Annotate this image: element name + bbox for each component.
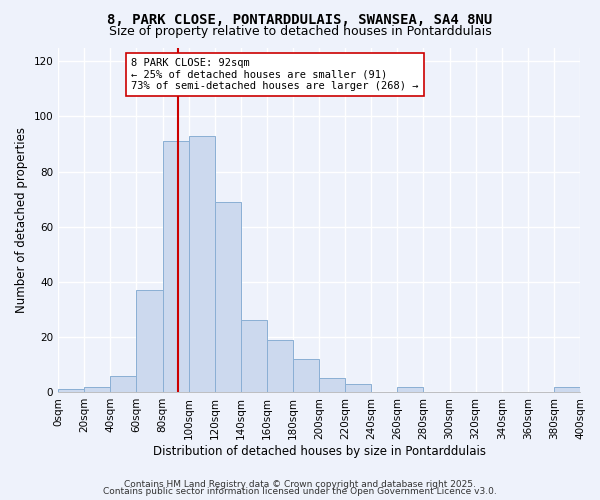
Text: Contains public sector information licensed under the Open Government Licence v3: Contains public sector information licen… <box>103 487 497 496</box>
Y-axis label: Number of detached properties: Number of detached properties <box>15 127 28 313</box>
X-axis label: Distribution of detached houses by size in Pontarddulais: Distribution of detached houses by size … <box>152 444 485 458</box>
Bar <box>241 320 267 392</box>
Bar <box>267 340 293 392</box>
Text: Size of property relative to detached houses in Pontarddulais: Size of property relative to detached ho… <box>109 25 491 38</box>
Text: 8, PARK CLOSE, PONTARDDULAIS, SWANSEA, SA4 8NU: 8, PARK CLOSE, PONTARDDULAIS, SWANSEA, S… <box>107 12 493 26</box>
Bar <box>163 141 188 392</box>
Bar <box>110 376 136 392</box>
Bar <box>215 202 241 392</box>
Bar <box>188 136 215 392</box>
Text: Contains HM Land Registry data © Crown copyright and database right 2025.: Contains HM Land Registry data © Crown c… <box>124 480 476 489</box>
Bar <box>319 378 345 392</box>
Bar <box>58 390 84 392</box>
Bar <box>136 290 163 392</box>
Bar <box>345 384 371 392</box>
Text: 8 PARK CLOSE: 92sqm
← 25% of detached houses are smaller (91)
73% of semi-detach: 8 PARK CLOSE: 92sqm ← 25% of detached ho… <box>131 58 419 91</box>
Bar <box>84 386 110 392</box>
Bar <box>397 386 424 392</box>
Bar <box>554 386 580 392</box>
Bar <box>293 359 319 392</box>
